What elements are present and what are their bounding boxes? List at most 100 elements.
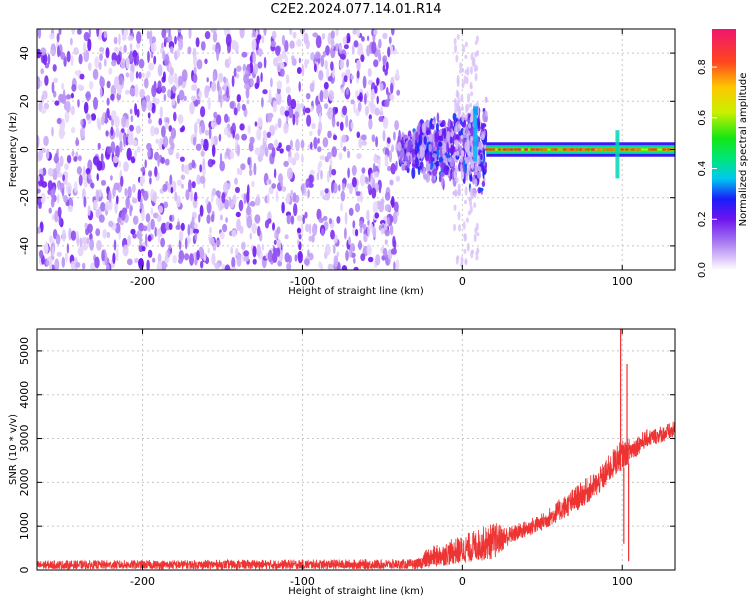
spectrogram-cell (236, 144, 240, 157)
spectrogram-cell (311, 122, 316, 130)
spectrogram-cell (254, 214, 261, 224)
spectrogram-cell (289, 29, 293, 36)
spectrogram-cell (37, 29, 42, 39)
spectrogram-cell (450, 131, 454, 137)
spectrogram-cell (363, 233, 368, 243)
spectrogram-cell (95, 209, 100, 218)
spectrogram-cell (343, 44, 349, 50)
spectrogram-cell (129, 70, 135, 83)
spectrogram-cell (188, 29, 192, 39)
spectrogram-cell (305, 93, 311, 100)
spectrogram-cell (373, 59, 379, 68)
spectrogram-cell (359, 173, 366, 187)
spectrogram-cell (70, 105, 76, 116)
spectrogram-cell (164, 122, 169, 130)
spectrogram-cell (294, 111, 300, 119)
spectrogram-cell (434, 131, 440, 143)
spectrogram-cell (125, 72, 130, 78)
spectrogram-cell (372, 162, 376, 174)
spectrogram-cell (390, 248, 397, 255)
spectrogram-cell (389, 224, 394, 236)
spectrogram-cell (378, 116, 384, 122)
spectrogram-cell (196, 59, 203, 70)
spectrogram-cell (191, 159, 196, 169)
spectrogram-cell (281, 186, 287, 192)
spectrogram-cell (179, 156, 185, 162)
spectrogram-cell (320, 263, 324, 270)
spectrogram-cell (187, 46, 192, 55)
spectrogram-cell (475, 102, 479, 107)
spectrogram-cell (288, 150, 292, 159)
spectrogram-cell (370, 223, 374, 232)
spectrogram-xlabel: Height of straight line (km) (288, 286, 424, 297)
spectrogram-cell (198, 246, 204, 259)
spectrogram-cell (114, 201, 118, 214)
spectrogram-cell (457, 183, 461, 190)
spectrogram-cell (78, 155, 82, 162)
snr-axes (37, 329, 675, 571)
spectrogram-cell (176, 195, 181, 208)
spectrogram-cell (361, 140, 368, 146)
spectrogram-cell (40, 192, 46, 204)
spectrogram-cell (474, 178, 478, 188)
spectrogram-cell (133, 53, 137, 66)
spectrogram-cell (298, 57, 302, 64)
spectrogram-cell (147, 118, 152, 124)
snr-border (36, 328, 676, 571)
spectrogram-cell (58, 29, 62, 36)
spectrogram-cell (105, 201, 111, 212)
spectrogram-cell (457, 98, 461, 104)
spectrogram-cell (300, 139, 305, 149)
spectrogram-cell (338, 44, 343, 51)
spectrogram-cell (257, 48, 263, 57)
spectrogram-cell (475, 255, 479, 261)
spectrogram-cell (71, 29, 75, 35)
spectrogram-cell (168, 125, 173, 132)
spectrogram-cell (469, 135, 473, 146)
spectrogram-cell (393, 131, 396, 141)
spectrogram-cell (192, 136, 197, 146)
spectrogram-cell (99, 87, 103, 98)
snr-ytick-label: 5000 (18, 337, 31, 365)
spectrogram-xtick-label: -100 (290, 275, 315, 288)
spectrogram-cell (43, 243, 49, 255)
spectrogram-cell (61, 256, 66, 268)
spectrogram-cell (473, 192, 477, 199)
spectrogram-cell (148, 62, 155, 71)
spectrogram-cell (254, 121, 258, 127)
spectrogram-cell (246, 99, 250, 105)
spectrogram-cell (442, 154, 446, 163)
spectrogram-cell (257, 225, 261, 237)
spectrogram-cell (620, 148, 624, 151)
spectrogram-cell (347, 150, 351, 159)
spectrogram-cell (430, 123, 435, 130)
spectrogram-cell (81, 172, 88, 181)
spectrogram-cell (108, 220, 114, 228)
spectrogram-cell (232, 130, 235, 139)
spectrogram-cell (303, 32, 309, 45)
spectrogram-cell (215, 190, 221, 196)
spectrogram-cell (279, 148, 284, 154)
spectrogram-cell (459, 155, 463, 164)
spectrogram-cell (464, 115, 468, 121)
spectrogram-cell (256, 244, 261, 257)
spectrogram-cell (105, 130, 109, 137)
spectrogram-cell (219, 160, 225, 172)
spectrogram-cell (385, 61, 389, 71)
spectrogram-cell (97, 142, 101, 150)
spectrogram-cell (157, 154, 160, 167)
spectrogram-cell (342, 105, 348, 116)
spectrogram-cell (322, 137, 329, 148)
spectrogram-cell (318, 160, 323, 168)
spectrogram-cell (257, 61, 263, 69)
spectrogram-cell (202, 157, 206, 171)
spectrogram-cell (312, 32, 319, 38)
spectrogram-cell (465, 217, 469, 223)
spectrogram-cell (456, 78, 460, 88)
spectrogram-cell (241, 241, 246, 251)
spectrogram-cell (99, 53, 103, 61)
spectrogram-cell (484, 148, 489, 151)
spectrogram-ylabel: Frequency (Hz) (8, 112, 19, 188)
spectrogram-cell (194, 191, 198, 202)
spectrogram-cell (351, 177, 357, 188)
